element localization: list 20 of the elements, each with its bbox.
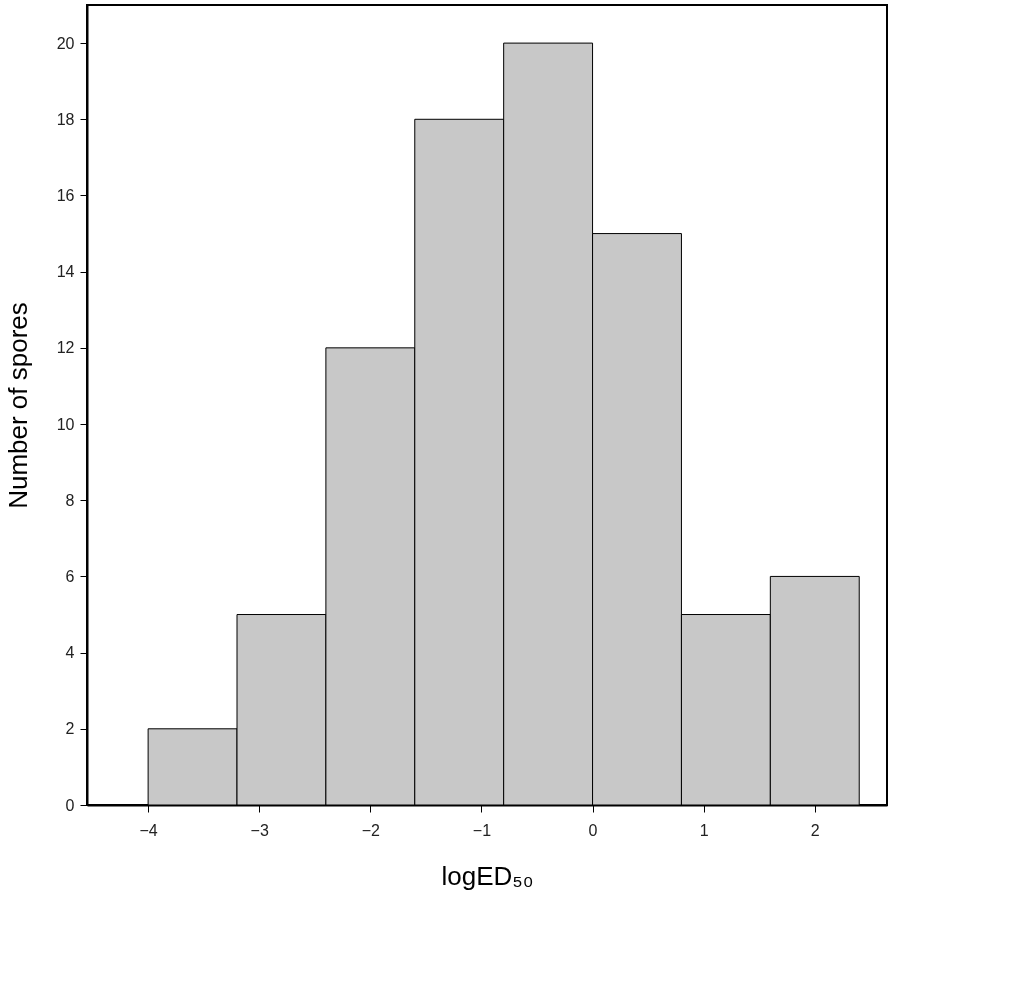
y-axis-title: Number of spores <box>2 302 33 509</box>
y-tick-label: 6 <box>65 567 75 585</box>
y-tick-label: 4 <box>65 644 75 662</box>
x-axis-title: logED₅₀ <box>441 860 534 891</box>
y-tick-label: 14 <box>56 263 75 281</box>
y-tick-label: 8 <box>65 491 75 509</box>
y-tick-label: 20 <box>56 34 75 52</box>
y-tick-label: 12 <box>56 339 75 357</box>
x-tick-label: −1 <box>472 821 492 839</box>
x-tick-label: −2 <box>361 821 381 839</box>
y-tick-label: 2 <box>65 720 75 738</box>
x-tick-label: 1 <box>699 821 709 839</box>
y-tick-label: 16 <box>56 186 75 204</box>
x-tick-label: −4 <box>139 821 158 839</box>
y-tick-label: 0 <box>65 796 75 814</box>
x-tick-label: 0 <box>588 821 598 839</box>
x-tick-label: −3 <box>250 821 269 839</box>
y-tick-label: 10 <box>56 415 75 433</box>
y-tick-label: 18 <box>56 110 75 128</box>
x-tick-label: 2 <box>810 821 820 839</box>
